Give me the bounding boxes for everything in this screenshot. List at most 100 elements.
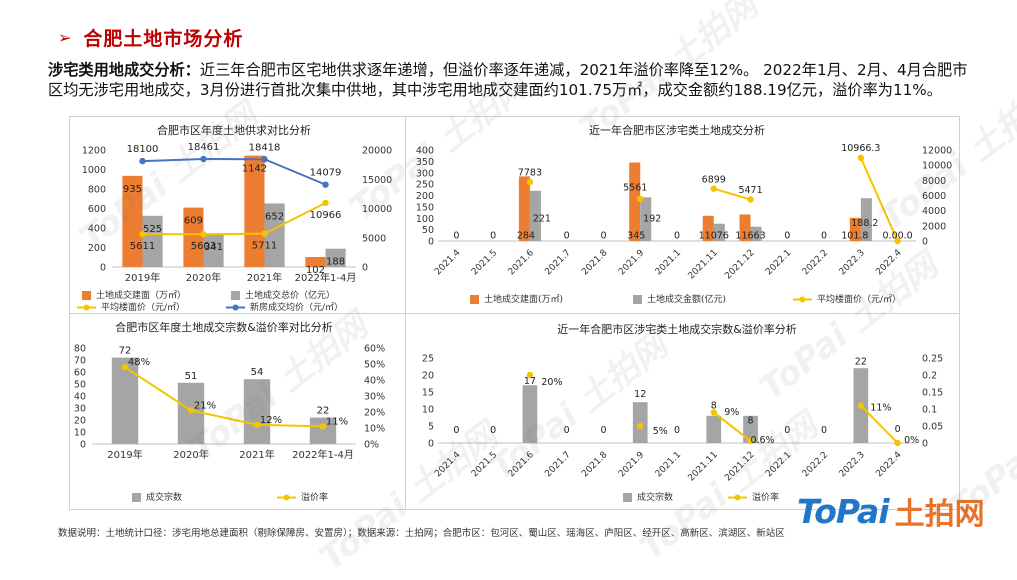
line-value-label: 5611 (130, 241, 155, 252)
data-label: 0 (821, 425, 827, 436)
data-label: 188.2 (851, 218, 878, 229)
legend-swatch (623, 493, 632, 502)
line-value-label: 5603 (191, 241, 216, 252)
data-label: 7783 (518, 167, 542, 178)
brand-logo-text: ToPai (797, 492, 889, 531)
x-tick-label: 2020年 (186, 271, 221, 284)
y2-tick-label: 15000 (362, 175, 392, 186)
bar (633, 402, 648, 443)
y2-tick-label: 6000 (922, 191, 946, 202)
x-tick-label: 2022.4 (874, 450, 904, 480)
y2-tick-label: 10000 (362, 204, 392, 215)
data-label: 0 (490, 425, 496, 436)
line-value-label: 10966 (310, 210, 342, 221)
legend-label: 平均楼面价（元/㎡） (101, 301, 185, 313)
bar (629, 163, 640, 241)
data-label: 0 (674, 425, 680, 436)
line-point (261, 156, 267, 162)
data-label: 11663 (735, 231, 765, 242)
legend-label: 溢价率 (752, 491, 779, 503)
line-point (322, 200, 328, 206)
data-label: 9% (724, 407, 739, 418)
line-point (637, 196, 643, 202)
x-tick-label: 2022年1-4月 (292, 448, 354, 461)
y2-tick-label: 0 (922, 439, 928, 450)
bar (112, 358, 138, 444)
y-tick-label: 25 (422, 354, 434, 365)
data-label: 0.6% (750, 435, 774, 446)
line-value-label: 48% (128, 357, 150, 368)
y-tick-label: 200 (416, 191, 434, 202)
legend-label: 成交宗数 (637, 491, 673, 503)
y-tick-label: 300 (416, 168, 434, 179)
y-tick-label: 200 (88, 243, 106, 254)
x-tick-label: 2019年 (125, 271, 160, 284)
y-tick-label: 350 (416, 157, 434, 168)
y2-tick-label: 60% (364, 344, 385, 355)
x-tick-label: 2022.2 (801, 450, 830, 479)
data-label: 0 (453, 425, 459, 436)
y2-tick-label: 8000 (922, 176, 946, 187)
line-value-label: 18100 (127, 144, 159, 155)
x-tick-label: 2021.12 (723, 450, 756, 483)
y2-tick-label: 50% (364, 360, 385, 371)
y-tick-label: 15 (422, 388, 434, 399)
data-label: 0% (904, 435, 919, 446)
data-label: 0 (895, 424, 901, 435)
x-tick-label: 2021.9 (617, 248, 647, 278)
data-label: 101.8 (841, 231, 868, 242)
bar-value-label: 652 (265, 211, 284, 222)
y-tick-label: 1000 (82, 165, 106, 176)
y2-tick-label: 20% (364, 408, 385, 419)
line-point (637, 423, 643, 429)
y2-tick-label: 0.25 (922, 354, 943, 365)
x-tick-label: 2022年1-4月 (295, 271, 357, 284)
line-point (322, 181, 328, 187)
y-tick-label: 70 (74, 356, 86, 367)
x-tick-label: 2021.1 (654, 248, 683, 277)
line-point (139, 231, 145, 237)
data-label: 0 (490, 231, 496, 242)
y-tick-label: 800 (88, 185, 106, 196)
y-tick-label: 0 (80, 440, 86, 451)
legend-label: 平均楼面价（元/㎡） (817, 293, 901, 305)
legend-swatch (231, 291, 240, 300)
data-label: 12 (634, 389, 646, 400)
legend-label: 土地成交建面（万㎡） (96, 289, 186, 301)
y2-tick-label: 0.1 (922, 405, 937, 416)
data-label: 192 (643, 214, 661, 225)
bar-value-label: 525 (143, 224, 162, 235)
data-label: 0 (784, 425, 790, 436)
bar (523, 385, 538, 443)
y-tick-label: 600 (88, 204, 106, 215)
y2-tick-label: 0 (922, 237, 928, 248)
line-point (894, 440, 900, 446)
x-tick-label: 2021年 (247, 271, 282, 284)
line-point (527, 179, 533, 185)
x-tick-label: 2021.7 (543, 450, 572, 479)
bar (706, 416, 721, 443)
bar (244, 379, 270, 444)
y-tick-label: 10 (422, 405, 434, 416)
chart-title: 近一年合肥市区涉宅类土地成交宗数&溢价率分析 (557, 322, 797, 336)
legend-label: 土地成交金额(亿元) (647, 293, 726, 305)
data-label: 221 (533, 214, 551, 225)
y-tick-label: 150 (416, 202, 434, 213)
x-tick-label: 2021.4 (433, 450, 463, 480)
line-value-label: 14079 (310, 168, 342, 179)
data-label: 6899 (702, 175, 726, 186)
line-point (139, 158, 145, 164)
legend-swatch (84, 305, 90, 311)
bar-value-label: 54 (251, 367, 264, 378)
data-footnote: 数据说明：土地统计口径：涉宅用地总建面积（剔除保障房、安置房）；数据来源：土拍网… (58, 525, 785, 539)
x-tick-label: 2021年 (239, 448, 274, 461)
x-tick-label: 2019年 (107, 448, 142, 461)
y2-tick-label: 30% (364, 392, 385, 403)
y2-tick-label: 0.05 (922, 422, 943, 433)
y2-tick-label: 0.15 (922, 388, 943, 399)
y-tick-label: 400 (416, 146, 434, 157)
data-label: 0 (564, 425, 570, 436)
x-tick-label: 2022.3 (838, 450, 867, 479)
